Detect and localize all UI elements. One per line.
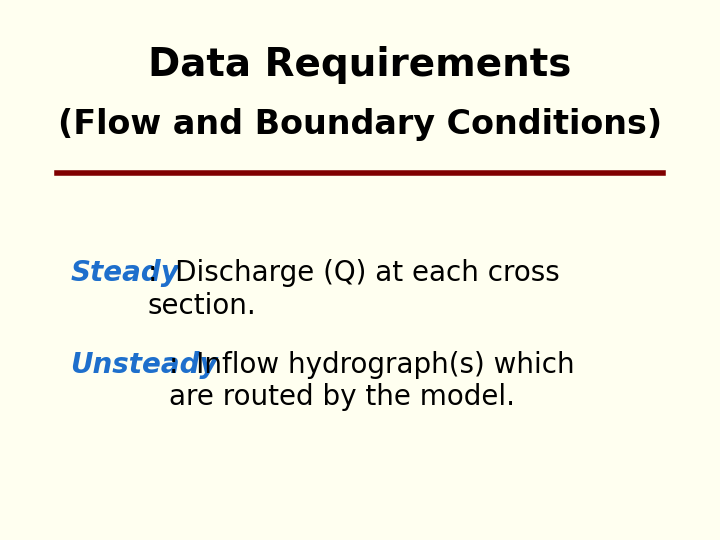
Text: Data Requirements: Data Requirements [148, 46, 572, 84]
Text: Steady: Steady [71, 259, 179, 287]
Text: Unsteady: Unsteady [71, 351, 218, 379]
Text: :  Inflow hydrograph(s) which
are routed by the model.: : Inflow hydrograph(s) which are routed … [169, 351, 575, 411]
Text: (Flow and Boundary Conditions): (Flow and Boundary Conditions) [58, 107, 662, 141]
Text: :  Discharge (Q) at each cross
section.: : Discharge (Q) at each cross section. [148, 259, 559, 320]
